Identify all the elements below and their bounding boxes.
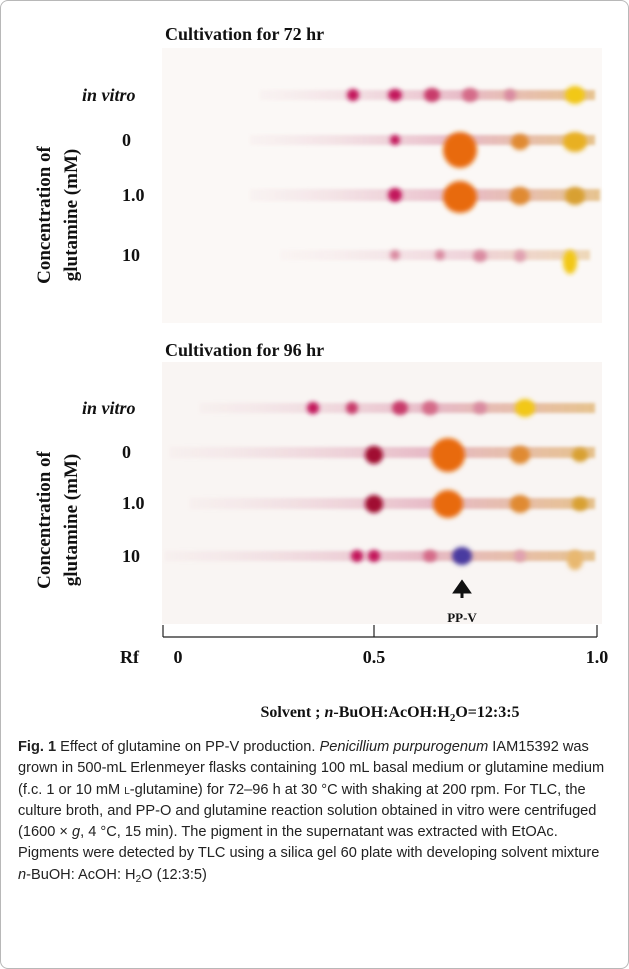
plate [162,362,602,624]
y-label: glutamine (mM) [61,454,82,586]
axis-label: Rf [120,647,140,667]
caption: Fig. 1 Effect of glutamine on PP-V produ… [18,737,614,890]
y-label: Concentration of [34,145,55,283]
solvent: Solvent ; n-BuOH:AcOH:H2O=12:3:5 [260,704,519,724]
y-label: glutamine (mM) [61,149,82,281]
tick-label: 0 [174,647,183,667]
panel-title: Cultivation for 96 hr [165,340,324,360]
caption-run: Penicillium purpurogenum [319,739,489,755]
rf-axis [162,625,598,638]
plate [162,48,602,323]
caption-run: -BuOH: AcOH: H [26,866,136,883]
row-label: in vitro [82,398,136,418]
tick-label: 1.0 [586,647,609,667]
row-label: 1.0 [122,493,145,513]
caption-label: Fig. 1 [18,739,57,755]
panel-title: Cultivation for 72 hr [165,24,324,44]
solvent-run: -BuOH:AcOH:H [333,704,450,721]
spots [307,86,588,570]
solvent-run: n [324,704,333,721]
solvent-run: Solvent ; [260,704,324,721]
row-label: 10 [122,546,140,566]
y-label: Concentration of [34,450,55,588]
row-label: 1.0 [122,185,145,205]
row-label: 0 [122,442,131,462]
arrow-label: PP-V [447,610,477,625]
caption-run: , 4 °C, 15 min). The pigment in the supe… [18,824,600,862]
figure: Cultivation for 72 hr Cultivation for 96… [34,24,609,724]
row-label: in vitro [82,85,136,105]
caption-run: l [124,781,130,798]
solvent-run: O=12:3:5 [455,704,519,721]
caption-run: IAM15392 was grown in 500-mL Erlenmeyer … [18,739,605,798]
solvent-run: 2 [450,712,456,724]
caption-run: O (12:3:5) [141,866,207,883]
caption-run: g [71,824,81,841]
caption-run: -glutamine) for 72–96 h at 30 °C with sh… [18,781,597,841]
row-label: 0 [122,130,131,150]
caption-run: n [18,866,27,883]
caption-run: Effect of glutamine on PP-V production. [56,739,320,755]
caption-run: 2 [135,873,142,885]
arrow [452,579,472,598]
tick-label: 0.5 [363,647,386,667]
row-label: 10 [122,245,140,265]
